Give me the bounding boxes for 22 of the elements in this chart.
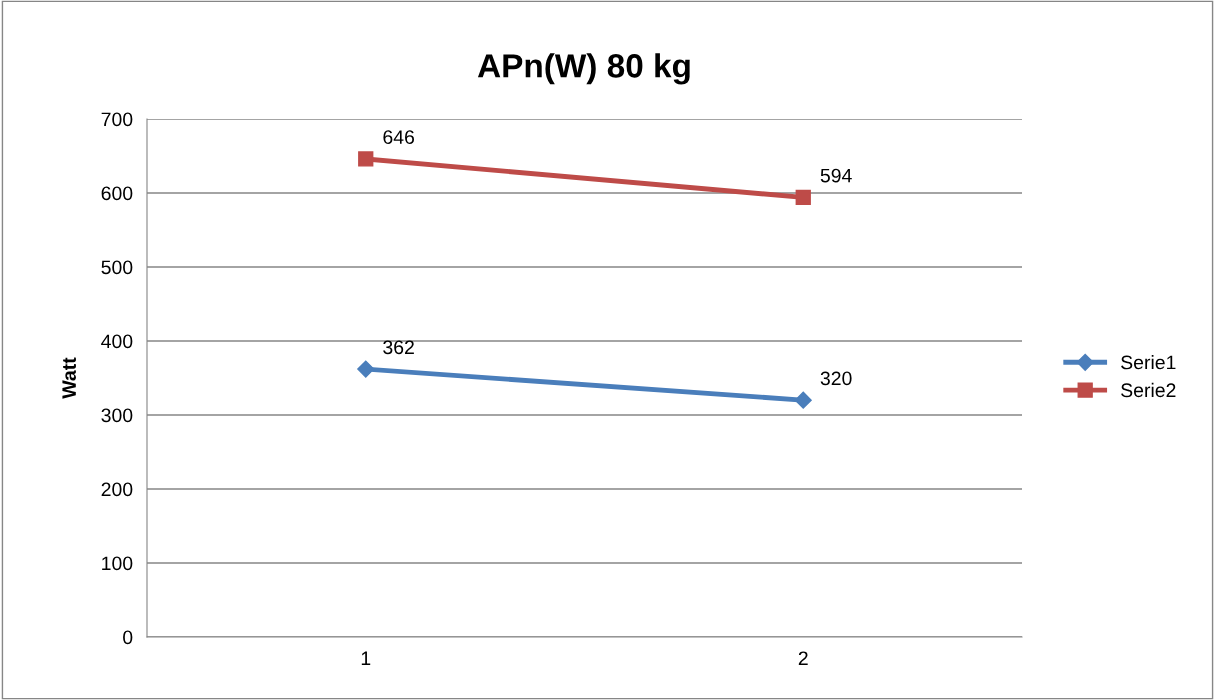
data-label: 646 (383, 130, 414, 145)
data-label: 320 (820, 371, 852, 386)
point (794, 391, 812, 409)
y-tick-label: 400 (101, 334, 133, 349)
legend-label: Serie2 (1121, 382, 1176, 398)
data-label: 594 (820, 168, 852, 183)
legend-label: Serie1 (1121, 355, 1176, 370)
x-tick-label: 1 (361, 651, 371, 665)
chart-title: APn(W) 80 kg (477, 53, 690, 85)
y-tick-label: 500 (101, 260, 133, 275)
point (357, 360, 375, 378)
point (795, 189, 811, 206)
x-tick-label: 2 (798, 651, 808, 665)
y-tick-label: 200 (101, 482, 133, 497)
y-tick-label: 300 (101, 408, 133, 423)
y-axis-title: Watt (62, 357, 76, 399)
point (358, 151, 374, 167)
y-tick-label: 100 (102, 556, 133, 571)
y-tick-label: 700 (101, 112, 133, 127)
data-label: 362 (383, 340, 414, 355)
y-tick-label: 0 (123, 630, 133, 645)
y-tick-label: 600 (101, 186, 133, 201)
